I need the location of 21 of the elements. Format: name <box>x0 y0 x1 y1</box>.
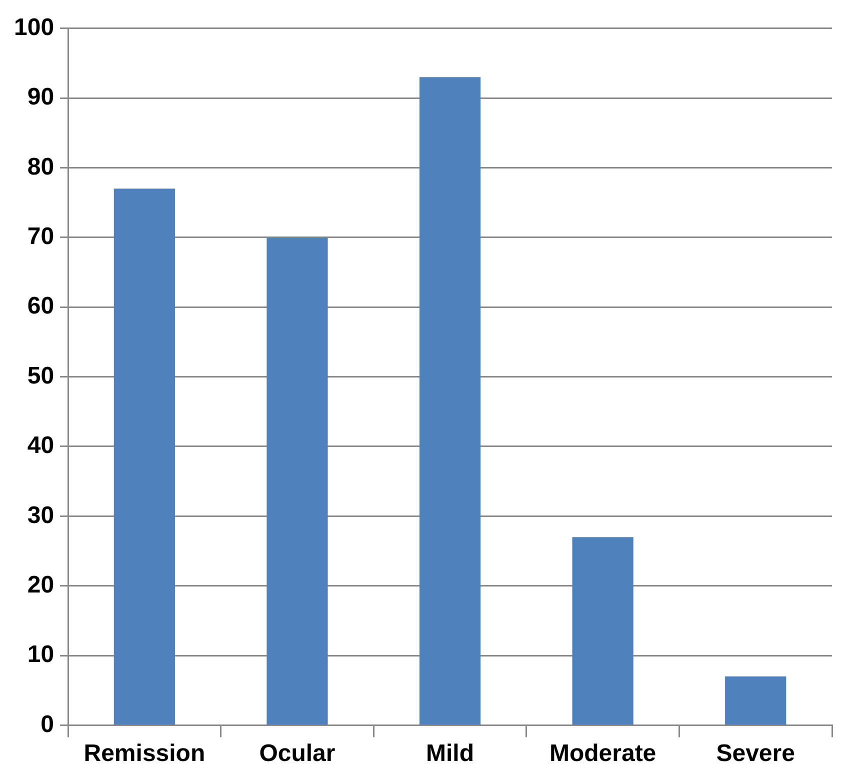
y-tick-label: 50 <box>27 362 54 390</box>
x-tick-label: Severe <box>716 740 795 768</box>
x-tick-label: Mild <box>426 740 474 768</box>
bar <box>266 237 328 724</box>
x-tick-label: Moderate <box>549 740 656 768</box>
x-tick-label: Ocular <box>259 740 336 768</box>
y-tick-label: 90 <box>27 84 54 111</box>
y-tick-label: 20 <box>27 571 54 598</box>
bar <box>572 537 634 724</box>
y-tick-label: 10 <box>27 641 54 668</box>
y-tick-label: 60 <box>27 292 54 320</box>
y-tick-label: 70 <box>27 223 54 250</box>
x-tick-label: Remission <box>84 740 206 768</box>
y-tick-label: 0 <box>40 710 54 738</box>
bar <box>114 188 175 724</box>
y-tick-label: 100 <box>14 14 54 42</box>
y-tick-label: 80 <box>27 153 54 180</box>
y-tick-label: 30 <box>27 502 54 529</box>
bar <box>725 676 786 724</box>
bar <box>419 77 481 724</box>
y-tick-label: 40 <box>27 432 54 460</box>
